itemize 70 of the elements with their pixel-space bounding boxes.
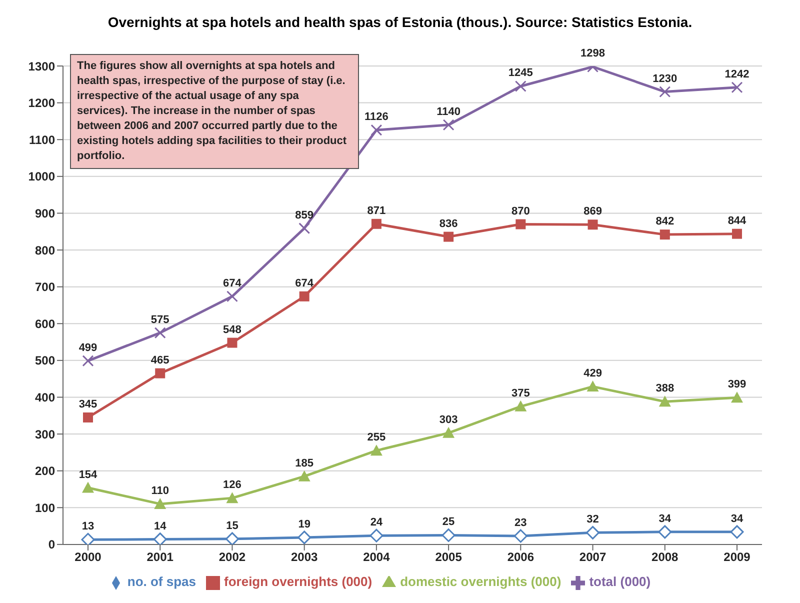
x-tick-label: 2009 [724, 550, 751, 564]
data-label: 859 [295, 209, 314, 222]
data-label: 399 [728, 378, 746, 391]
data-label: 1126 [364, 111, 388, 124]
data-label: 375 [511, 387, 530, 400]
x-tick-label: 2003 [290, 550, 318, 564]
chart-title: Overnights at spa hotels and health spas of Estonia (thous.). Source: Statistics Estonia. [106, 13, 694, 32]
data-label: 32 [586, 514, 599, 526]
data-label: 25 [442, 516, 455, 528]
data-label: 255 [367, 432, 386, 444]
x-tick-label: 2007 [579, 550, 606, 564]
y-tick-label: 1300 [28, 59, 56, 74]
data-label: 345 [78, 398, 98, 410]
data-label: 154 [78, 468, 98, 481]
x-tick-label: 2006 [507, 550, 534, 564]
y-tick-label: 1100 [28, 132, 56, 147]
data-label: 871 [367, 204, 386, 217]
y-tick-label: 200 [34, 464, 56, 478]
legend-label: domestic overnights (000) [400, 574, 562, 590]
data-label: 24 [370, 516, 384, 529]
legend-label: total (000) [589, 574, 651, 590]
x-tick-label: 2001 [146, 550, 174, 564]
data-label: 429 [584, 368, 602, 380]
y-tick-label: 500 [34, 354, 56, 368]
y-tick-label: 600 [34, 316, 56, 331]
x-tick-label: 2005 [435, 550, 462, 564]
data-label: 869 [584, 206, 602, 218]
y-tick-label: 1000 [28, 170, 56, 184]
y-tick-label: 400 [34, 390, 56, 404]
y-tick-label: 800 [34, 243, 56, 258]
data-label: 1140 [436, 106, 460, 118]
data-label: 185 [295, 457, 314, 470]
data-label: 1230 [652, 72, 678, 85]
data-label: 1242 [724, 68, 750, 80]
data-label: 548 [223, 324, 242, 336]
data-label: 34 [730, 512, 744, 525]
data-label: 19 [298, 518, 310, 530]
legend-label: no. of spas [127, 574, 196, 590]
data-label: 1245 [508, 67, 533, 80]
data-label: 870 [511, 205, 530, 218]
data-label: 110 [151, 484, 169, 497]
data-label: 126 [223, 479, 242, 492]
data-label: 34 [658, 512, 672, 525]
data-label: 674 [295, 277, 314, 290]
data-label: 14 [154, 520, 168, 532]
y-tick-label: 700 [34, 280, 56, 294]
data-label: 13 [82, 520, 94, 533]
data-label: 842 [656, 216, 674, 228]
y-tick-label: 900 [34, 206, 56, 220]
annotation: The figures show all overnights at spa hotels and health spas, irrespective of the purpose of stay (i.e. irrespective of the actual usage of any spa services). The increase in the number of spas between 2006 and 2007 occurred partly due to the existing hotels adding spa facilities to their product portfolio. [70, 54, 359, 169]
data-label: 303 [439, 414, 458, 426]
data-label: 674 [223, 277, 242, 290]
y-tick-label: 1200 [28, 96, 56, 110]
data-label: 575 [150, 314, 170, 326]
y-tick-label: 100 [34, 500, 56, 515]
data-label: 15 [226, 520, 238, 532]
data-label: 836 [439, 218, 458, 230]
data-label: 499 [78, 342, 98, 354]
y-tick-label: 0 [48, 538, 56, 552]
data-label: 1298 [580, 48, 606, 60]
x-tick-label: 2000 [74, 550, 102, 564]
data-label: 465 [150, 354, 170, 366]
data-label: 23 [514, 516, 527, 529]
x-tick-label: 2002 [218, 550, 246, 564]
x-tick-label: 2008 [652, 550, 679, 564]
y-tick-label: 300 [34, 427, 56, 442]
x-tick-label: 2004 [363, 550, 390, 564]
data-label: 388 [656, 382, 674, 395]
legend-label: foreign overnights (000) [224, 574, 372, 590]
data-label: 844 [728, 214, 748, 227]
